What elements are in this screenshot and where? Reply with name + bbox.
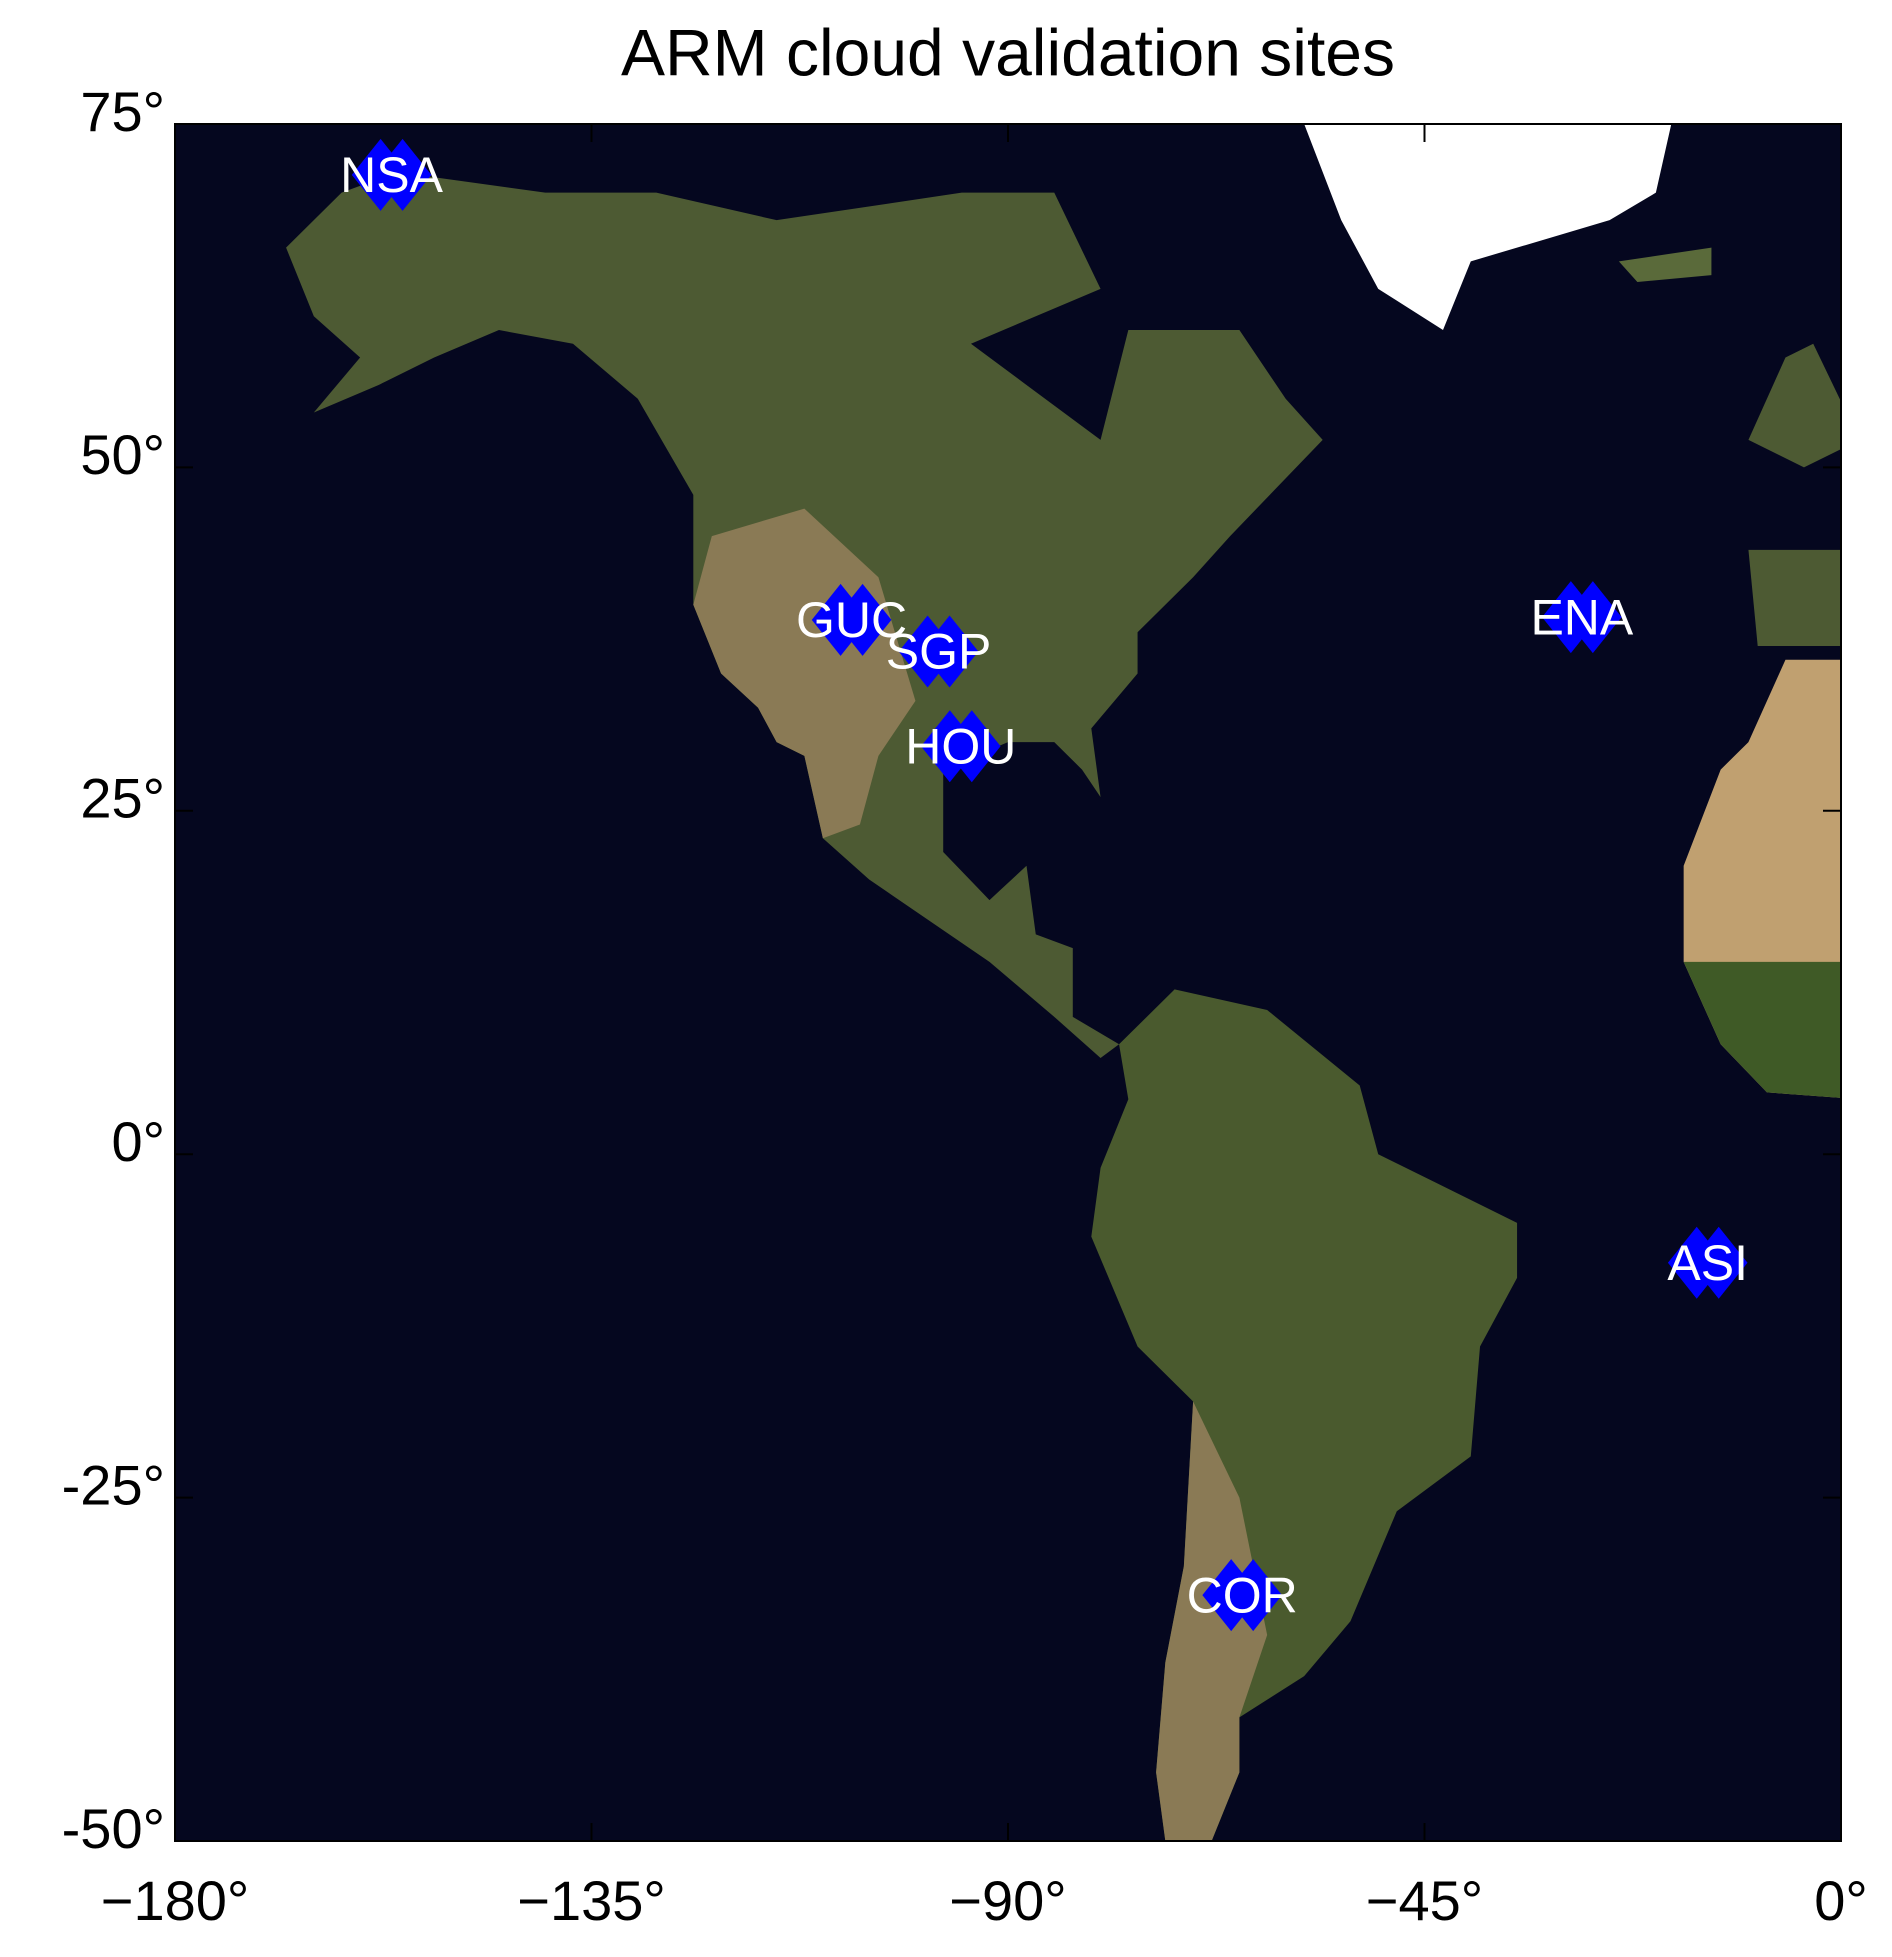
x-tick-label: −135° [517,1869,666,1932]
site-label: HOU [905,718,1016,774]
landmass [1683,961,1841,1098]
ticks: −180° −135° −90° −45° 0° -50° -25° 0° 25° 50° 75° [62,80,1868,1932]
y-tick-label: 0° [111,1110,165,1173]
landmass [1156,1401,1268,1841]
site-marker [898,615,979,688]
site-marker [811,583,892,656]
y-tick-label: -50° [62,1797,165,1860]
site-marker [1542,581,1622,654]
chart-title: ARM cloud validation sites [621,15,1395,89]
landmass [1748,549,1841,646]
site-marker [1202,1559,1282,1632]
site-marker [351,138,432,211]
site-label: NSA [340,147,443,203]
y-tick-label: 50° [80,423,165,486]
site-marker [920,710,1001,783]
landmass [1748,343,1841,468]
y-tick-label: 25° [80,767,165,830]
site-label: ASI [1667,1235,1748,1291]
landmass [1304,124,1672,331]
site-marker [1667,1226,1748,1299]
site-label: ENA [1530,589,1633,645]
site-label: GUC [796,592,907,648]
y-tick-label: 75° [80,80,165,143]
x-tick-label: −180° [101,1869,250,1932]
x-tick-label: −45° [1366,1869,1483,1932]
x-tick-label: 0° [1814,1869,1868,1932]
site-label: COR [1187,1567,1298,1623]
plot-frame [174,123,1842,1842]
x-tick-label: −90° [949,1869,1066,1932]
y-tick-label: -25° [62,1453,165,1516]
landmass [1618,247,1712,282]
land [286,124,1841,1841]
site-label: SGP [886,624,992,680]
